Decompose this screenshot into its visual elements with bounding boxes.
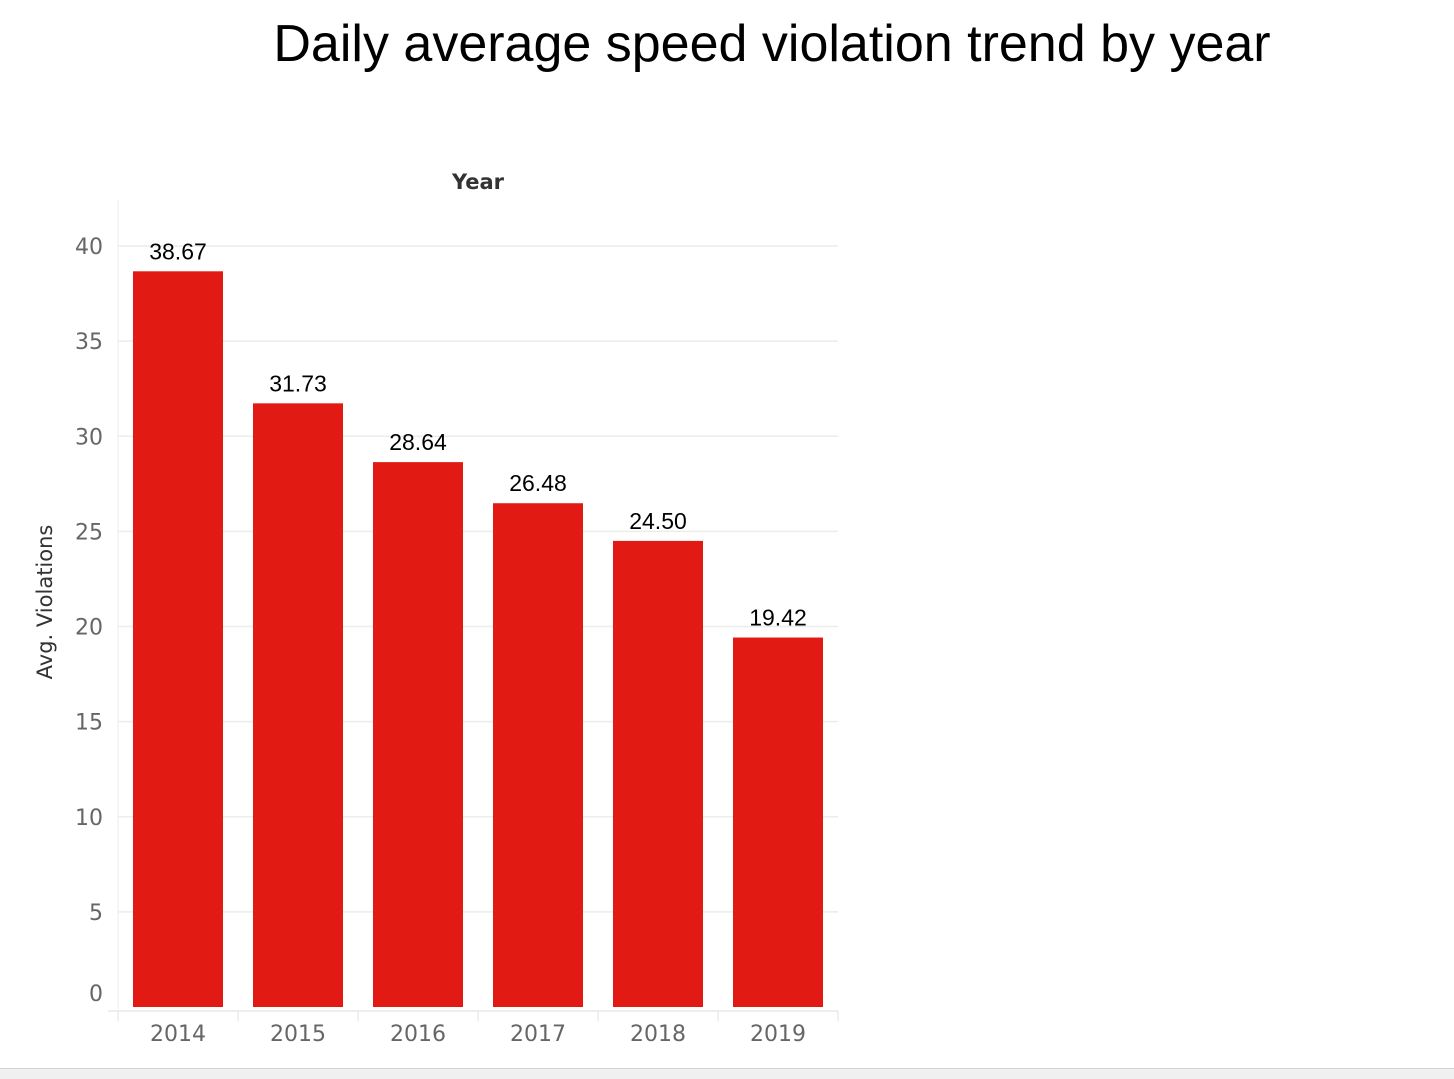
y-tick-label: 25 — [75, 520, 103, 545]
data-label-2017: 26.48 — [509, 470, 567, 496]
x-tick-label-2019: 2019 — [750, 1022, 806, 1047]
x-tick-label-2018: 2018 — [630, 1022, 686, 1047]
bar-2017 — [493, 503, 583, 1007]
bar-2014 — [133, 271, 223, 1008]
x-tick-label-2014: 2014 — [150, 1022, 206, 1047]
axis-lines-layer — [108, 200, 838, 1012]
data-label-2015: 31.73 — [269, 370, 327, 396]
bars-layer — [133, 271, 823, 1008]
data-label-2018: 24.50 — [629, 508, 687, 534]
data-label-2016: 28.64 — [389, 429, 447, 455]
data-label-2014: 38.67 — [149, 238, 207, 264]
y-tick-label: 0 — [89, 982, 103, 1007]
y-tick-label: 35 — [75, 330, 103, 355]
chart-title: Daily average speed violation trend by y… — [273, 15, 1271, 73]
gridlines-layer — [118, 245, 838, 913]
bar-2015 — [253, 403, 343, 1007]
bar-2019 — [733, 637, 823, 1007]
data-labels-layer: 38.67 31.73 28.64 26.48 24.50 19.42 — [149, 238, 807, 630]
bar-2016 — [373, 462, 463, 1007]
y-tick-label: 5 — [89, 901, 103, 926]
y-axis-title: Avg. Violations — [33, 525, 57, 680]
bottom-status-bar — [0, 1068, 1454, 1079]
y-ticks-layer: 0 5 10 15 20 25 30 35 40 — [75, 235, 103, 1007]
x-ticks-layer: 2014 2015 2016 2017 2018 2019 — [117, 1011, 839, 1047]
x-tick-label-2015: 2015 — [270, 1022, 326, 1047]
data-label-2019: 19.42 — [749, 605, 807, 631]
x-tick-label-2017: 2017 — [510, 1022, 566, 1047]
y-tick-label: 40 — [75, 235, 103, 260]
y-tick-label: 20 — [75, 616, 103, 641]
y-tick-label: 10 — [75, 806, 103, 831]
y-tick-label: 15 — [75, 711, 103, 736]
bar-2018 — [613, 540, 703, 1007]
column-header: Year — [451, 170, 505, 194]
y-tick-label: 30 — [75, 425, 103, 450]
x-tick-label-2016: 2016 — [390, 1022, 446, 1047]
